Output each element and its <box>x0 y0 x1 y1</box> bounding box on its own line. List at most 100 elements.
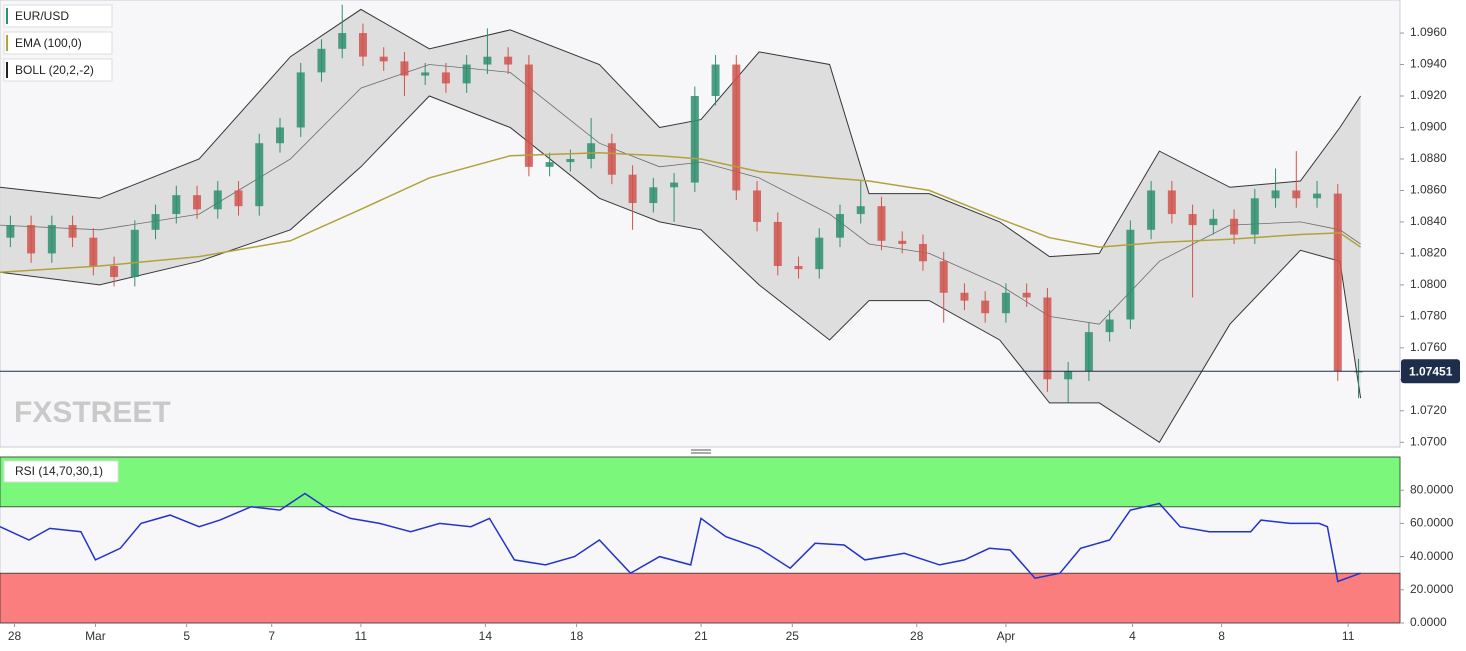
last-price-label: 1.07451 <box>1409 364 1453 378</box>
candle-body <box>421 72 430 76</box>
candle-body <box>981 300 990 314</box>
y-tick-label: 0.0000 <box>1410 615 1447 629</box>
candle-body <box>918 243 927 262</box>
candle-body <box>566 158 575 163</box>
candle-body <box>6 225 15 238</box>
candle-body <box>338 33 347 49</box>
candle-body <box>773 221 782 266</box>
candle-body <box>1230 218 1239 235</box>
candle-body <box>628 174 637 204</box>
candle-body <box>400 61 409 76</box>
candle-body <box>193 195 202 210</box>
legend-swatch <box>6 62 8 78</box>
y-tick-label: 1.0720 <box>1410 403 1447 417</box>
candle-body <box>1167 190 1176 215</box>
y-tick-label: 40.0000 <box>1410 549 1454 563</box>
y-tick-label: 1.0700 <box>1410 434 1447 448</box>
candle-body <box>68 225 77 238</box>
x-tick-label: Mar <box>85 629 106 643</box>
y-tick-label: 1.0880 <box>1410 151 1447 165</box>
candle-body <box>483 56 492 65</box>
candle-body <box>836 214 844 238</box>
candle-body <box>856 206 865 215</box>
bollinger-middle <box>0 64 1361 325</box>
y-tick-label: 80.0000 <box>1410 482 1454 496</box>
x-tick-label: 21 <box>694 629 708 643</box>
candle-body <box>27 225 36 254</box>
candle-body <box>379 56 388 62</box>
candle-body <box>1064 371 1073 380</box>
y-tick-label: 20.0000 <box>1410 582 1454 596</box>
candle-body <box>1313 193 1322 199</box>
candle-body <box>1043 297 1052 380</box>
candle-body <box>130 229 139 278</box>
candle-body <box>1084 332 1093 372</box>
y-tick-label: 1.0920 <box>1410 88 1447 102</box>
legend-label: EUR/USD <box>15 9 69 23</box>
candle-body <box>670 182 679 188</box>
plot-layer: 1.07001.07201.07401.07601.07801.08001.08… <box>0 4 1460 643</box>
candle-body <box>296 72 305 128</box>
legend-item: BOLL (20,2,-2) <box>3 58 113 82</box>
x-tick-label: 28 <box>910 629 924 643</box>
x-tick-label: 11 <box>1342 629 1355 643</box>
legend-label: BOLL (20,2,-2) <box>15 63 94 77</box>
bollinger-upper <box>0 8 1362 258</box>
x-tick-label: Apr <box>997 629 1016 643</box>
candle-body <box>462 64 471 84</box>
last-price-box <box>1401 359 1460 384</box>
candle-body <box>587 143 596 159</box>
candle-body <box>1354 371 1363 373</box>
legend-item: EUR/USD <box>3 4 113 28</box>
candle-body <box>1022 292 1031 298</box>
y-tick-label: 1.0860 <box>1410 183 1447 197</box>
y-tick-label: 1.0760 <box>1410 340 1447 354</box>
candle-body <box>255 143 264 207</box>
legend-item: EMA (100,0) <box>3 31 113 55</box>
candle-body <box>1147 190 1156 230</box>
candle-body <box>1250 198 1259 235</box>
candle-body <box>1333 193 1342 372</box>
x-tick-label: 5 <box>183 629 190 643</box>
y-tick-label: 60.0000 <box>1410 516 1454 530</box>
panel-divider[interactable] <box>691 449 711 454</box>
candle-body <box>649 187 658 204</box>
legend-swatch <box>6 35 8 51</box>
indicator-line <box>0 151 1362 274</box>
candle-body <box>234 190 243 207</box>
x-tick-label: 18 <box>570 629 584 643</box>
legend-label: RSI (14,70,30,1) <box>15 464 103 478</box>
candle-body <box>524 64 533 167</box>
candle-body <box>815 237 824 270</box>
x-tick-label: 14 <box>479 629 493 643</box>
y-tick-label: 1.0780 <box>1410 309 1447 323</box>
candle-body <box>276 127 284 144</box>
candle-body <box>794 265 803 270</box>
x-tick-label: 4 <box>1129 629 1136 643</box>
candle-body <box>939 261 948 293</box>
x-tick-label: 25 <box>786 629 800 643</box>
candle-body <box>89 237 98 266</box>
candle-body <box>898 240 907 244</box>
candle-body <box>545 162 554 167</box>
bollinger-lower <box>0 95 1362 444</box>
candle-body <box>1292 190 1301 199</box>
y-tick-label: 1.0900 <box>1410 120 1447 134</box>
legend-box <box>3 31 113 55</box>
legend-box <box>3 460 119 483</box>
candle-body <box>690 96 699 183</box>
candle-body <box>753 190 762 222</box>
candle-body <box>711 64 720 97</box>
candle-body <box>504 56 513 65</box>
candle-body <box>47 225 56 254</box>
candle-body <box>1126 229 1135 320</box>
legend-box <box>3 58 113 82</box>
x-tick-label: 11 <box>355 629 368 643</box>
x-tick-label: 28 <box>8 629 22 643</box>
legend-swatch <box>6 8 8 24</box>
candle-body <box>1105 319 1114 333</box>
indicator-line <box>0 492 1361 583</box>
y-tick-label: 1.0840 <box>1410 214 1447 228</box>
